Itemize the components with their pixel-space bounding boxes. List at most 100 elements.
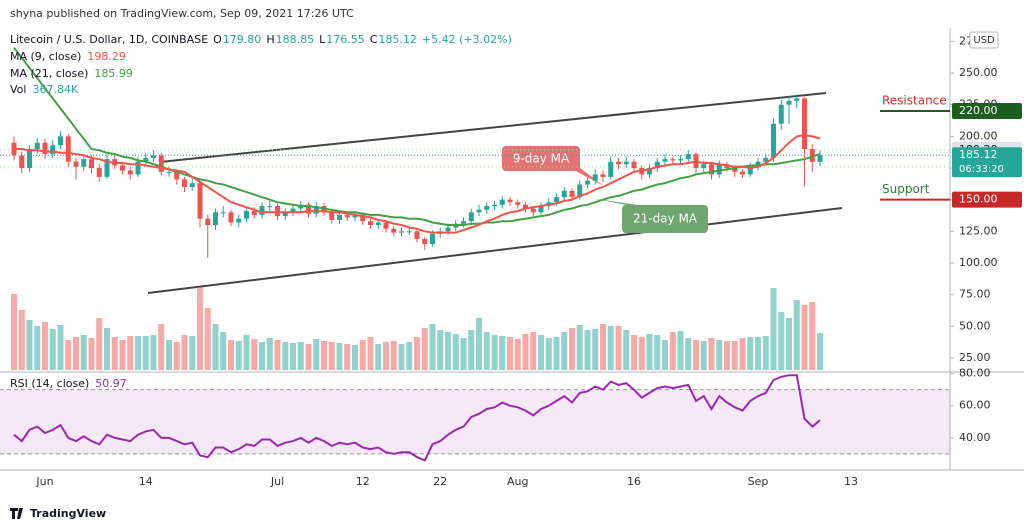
candle-body — [569, 190, 575, 198]
candle-body — [104, 159, 110, 177]
candle-body — [251, 211, 257, 215]
level-label-box — [952, 191, 1022, 208]
volume-bar — [142, 336, 149, 370]
volume-bar — [406, 342, 413, 370]
candle-body — [166, 171, 172, 173]
rsi-tick-label: 80.00 — [959, 367, 991, 380]
volume-bar — [274, 340, 281, 370]
candle-body — [747, 166, 753, 175]
volume-bar — [49, 329, 56, 370]
volume-bar — [569, 328, 575, 370]
candle-body — [399, 231, 404, 233]
level-label: 150.00 — [959, 193, 998, 206]
candle-body — [678, 159, 683, 161]
candle-body — [135, 161, 141, 175]
candle-body — [732, 168, 738, 172]
volume-bar — [801, 305, 808, 370]
volume-bar — [507, 337, 513, 370]
volume-bar — [414, 337, 420, 370]
legend-text: 185.12 — [378, 33, 417, 46]
candle-body — [120, 165, 125, 171]
volume-bar — [522, 334, 529, 370]
volume-bar — [561, 332, 568, 370]
volume-bar — [646, 334, 653, 370]
footer-brand: TradingView — [30, 507, 106, 520]
candle-body — [538, 206, 544, 213]
volume-bar — [584, 330, 591, 370]
footer-logo: TradingView — [10, 507, 106, 520]
volume-bar — [383, 342, 389, 370]
candle-body — [608, 161, 614, 177]
candle-body — [337, 214, 342, 220]
volume-bar — [328, 342, 335, 370]
volume-bar — [352, 345, 358, 370]
candle-body — [492, 204, 497, 207]
volume-bar — [685, 338, 692, 370]
volume-bar — [809, 302, 816, 370]
candle-body — [158, 155, 164, 172]
candle-body — [244, 211, 249, 219]
volume-bar — [204, 308, 211, 370]
candle-body — [228, 212, 234, 223]
candle-body — [554, 197, 559, 203]
candle-body — [740, 171, 745, 175]
y-tick-label: 125.00 — [959, 224, 998, 237]
legend-text: C — [370, 33, 378, 46]
legend-text: MA (21, close) — [10, 67, 88, 80]
volume-bar — [18, 310, 25, 370]
candle-body — [213, 212, 218, 226]
volume-bar — [127, 336, 134, 370]
volume-bar — [731, 341, 738, 370]
candle-body — [778, 104, 784, 124]
candle-body — [127, 170, 133, 175]
rsi-tick-label: 40.00 — [959, 431, 991, 444]
legend-row: Vol 367.84K — [10, 83, 79, 96]
volume-bar — [228, 340, 234, 370]
candle-body — [592, 174, 598, 181]
candle-body — [794, 98, 800, 101]
volume-bar — [321, 341, 327, 370]
candle-body — [50, 145, 56, 155]
candle-body — [143, 157, 149, 162]
legend-text: O — [213, 33, 222, 46]
volume-bar — [600, 324, 606, 370]
candle-body — [654, 161, 660, 169]
candle-body — [267, 206, 273, 208]
candle-body — [647, 168, 652, 175]
candle-body — [577, 184, 583, 198]
volume-bar — [677, 331, 684, 370]
volume-bar — [135, 336, 141, 370]
upper-trendline — [159, 92, 827, 163]
volume-bar — [73, 337, 79, 370]
legend-text: Vol — [10, 83, 26, 96]
candle-body — [476, 209, 482, 213]
volume-bar — [762, 336, 769, 370]
candle-body — [585, 180, 590, 185]
legend-text: RSI (14, close) — [10, 377, 89, 390]
published-line: shyna published on TradingView.com, Sep … — [10, 7, 354, 20]
candle-body — [771, 123, 776, 158]
candle-body — [42, 142, 48, 155]
legend-text: 367.84K — [32, 83, 78, 96]
volume-bar — [251, 339, 258, 370]
candle-body — [530, 208, 536, 213]
volume-bar — [716, 340, 723, 370]
candle-body — [809, 149, 815, 162]
legend-text: 50.97 — [95, 377, 127, 390]
volume-bar — [297, 342, 304, 370]
x-tick-label: 16 — [627, 475, 641, 488]
volume-bar — [290, 343, 296, 370]
legend-row: RSI (14, close) 50.97 — [10, 377, 127, 390]
volume-bar — [747, 337, 754, 370]
volume-bar — [398, 344, 405, 370]
volume-bar — [538, 335, 544, 370]
volume-bar — [375, 344, 382, 370]
candle-body — [523, 204, 528, 209]
countdown: 06:33:20 — [959, 164, 1004, 175]
volume-bar — [181, 335, 188, 370]
volume-bar — [545, 338, 552, 370]
candle-body — [89, 159, 94, 169]
volume-bar — [724, 341, 730, 370]
candle-body — [817, 155, 823, 162]
